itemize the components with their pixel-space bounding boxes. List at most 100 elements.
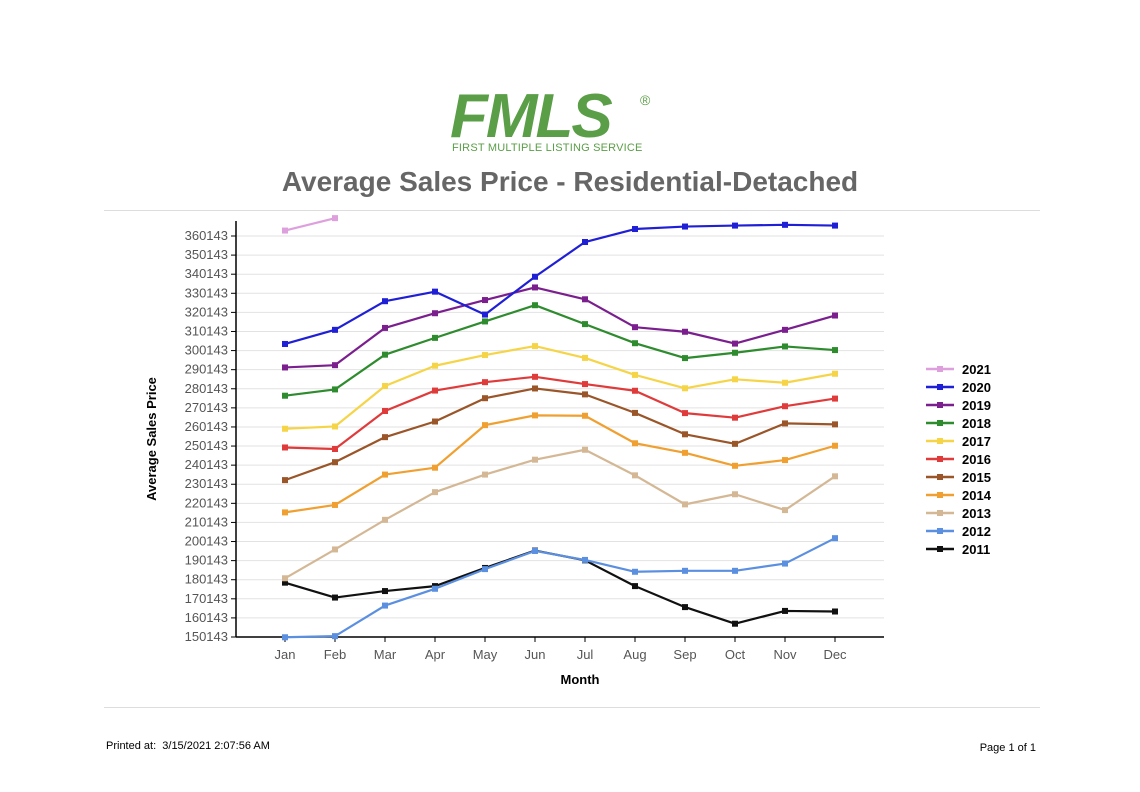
x-tick-label: Nov bbox=[773, 647, 797, 662]
data-point-2017 bbox=[582, 354, 588, 361]
data-point-2016 bbox=[532, 373, 538, 380]
data-point-2019 bbox=[682, 328, 688, 335]
data-point-2017 bbox=[682, 385, 688, 392]
y-tick-label: 150143 bbox=[185, 629, 228, 644]
data-point-2017 bbox=[782, 379, 788, 386]
data-point-2011 bbox=[382, 588, 388, 595]
legend-label-2020: 2020 bbox=[962, 380, 991, 395]
y-tick-label: 220143 bbox=[185, 495, 228, 510]
series-line-2016 bbox=[284, 375, 836, 451]
data-point-2015 bbox=[332, 459, 338, 466]
data-point-2017 bbox=[532, 343, 538, 350]
data-point-2013 bbox=[632, 472, 638, 479]
data-point-2018 bbox=[782, 343, 788, 350]
series-line-2018 bbox=[284, 304, 836, 397]
data-point-2018 bbox=[732, 349, 738, 356]
legend-label-2019: 2019 bbox=[962, 398, 991, 413]
x-tick-label: Jun bbox=[525, 647, 546, 662]
data-point-2019 bbox=[432, 310, 438, 317]
data-point-2020 bbox=[582, 239, 588, 246]
data-point-2012 bbox=[832, 535, 838, 542]
legend-label-2012: 2012 bbox=[962, 524, 991, 539]
data-point-2013 bbox=[482, 471, 488, 478]
x-tick-label: Feb bbox=[324, 647, 346, 662]
data-point-2015 bbox=[782, 420, 788, 427]
series-line-2011 bbox=[284, 549, 836, 625]
data-point-2020 bbox=[782, 221, 788, 228]
data-point-2019 bbox=[482, 297, 488, 304]
y-tick-label: 300143 bbox=[185, 343, 228, 358]
data-point-2020 bbox=[432, 288, 438, 295]
data-point-2015 bbox=[632, 409, 638, 416]
data-point-2016 bbox=[732, 414, 738, 421]
data-point-2012 bbox=[632, 568, 638, 575]
data-point-2017 bbox=[332, 423, 338, 430]
y-tick-label: 330143 bbox=[185, 285, 228, 300]
data-point-2014 bbox=[282, 509, 288, 516]
data-point-2019 bbox=[332, 362, 338, 369]
data-point-2013 bbox=[682, 501, 688, 508]
data-point-2013 bbox=[582, 446, 588, 453]
data-point-2011 bbox=[832, 608, 838, 615]
data-point-2020 bbox=[632, 226, 638, 233]
data-point-2019 bbox=[382, 324, 388, 331]
y-tick-label: 280143 bbox=[185, 381, 228, 396]
data-point-2014 bbox=[582, 412, 588, 419]
data-point-2014 bbox=[782, 457, 788, 464]
data-point-2021 bbox=[332, 215, 338, 222]
data-point-2019 bbox=[732, 340, 738, 347]
x-tick-label: Jan bbox=[275, 647, 296, 662]
legend-label-2016: 2016 bbox=[962, 452, 991, 467]
data-point-2013 bbox=[282, 575, 288, 582]
data-point-2013 bbox=[732, 491, 738, 498]
y-tick-label: 210143 bbox=[185, 514, 228, 529]
data-point-2012 bbox=[532, 547, 538, 554]
y-tick-label: 180143 bbox=[185, 572, 228, 587]
data-point-2015 bbox=[532, 385, 538, 392]
chart-frame: 150143 160143 170143 180143 190143 200143 2101… bbox=[104, 210, 1040, 708]
data-point-2017 bbox=[632, 371, 638, 378]
printed-at-label: Printed at: bbox=[106, 740, 157, 752]
x-tick-label: Apr bbox=[425, 647, 446, 662]
y-tick-label: 340143 bbox=[185, 266, 228, 281]
legend-marker-2013 bbox=[937, 510, 943, 516]
data-point-2016 bbox=[682, 410, 688, 417]
data-point-2011 bbox=[782, 607, 788, 614]
legend-label-2018: 2018 bbox=[962, 416, 991, 431]
data-point-2015 bbox=[382, 434, 388, 441]
data-point-2015 bbox=[732, 440, 738, 447]
data-point-2019 bbox=[832, 312, 838, 319]
data-point-2018 bbox=[482, 318, 488, 325]
y-tick-label: 240143 bbox=[185, 457, 228, 472]
data-point-2020 bbox=[282, 340, 288, 347]
legend-marker-2021 bbox=[937, 366, 943, 372]
legend-label-2017: 2017 bbox=[962, 434, 991, 449]
data-point-2021 bbox=[282, 227, 288, 234]
data-point-2012 bbox=[682, 567, 688, 574]
data-point-2018 bbox=[332, 386, 338, 393]
page-number: Page 1 of 1 bbox=[979, 742, 1036, 754]
data-point-2018 bbox=[832, 347, 838, 354]
y-tick-label: 250143 bbox=[185, 438, 228, 453]
data-point-2012 bbox=[332, 633, 338, 640]
data-point-2015 bbox=[682, 431, 688, 438]
data-point-2020 bbox=[332, 326, 338, 333]
series-line-2020 bbox=[284, 223, 836, 346]
legend-marker-2011 bbox=[937, 546, 943, 552]
printed-at-value: 3/15/2021 2:07:56 AM bbox=[162, 740, 270, 752]
legend-marker-2014 bbox=[937, 492, 943, 498]
legend-label-2021: 2021 bbox=[962, 362, 991, 377]
series-line-2014 bbox=[284, 414, 836, 514]
data-point-2020 bbox=[382, 298, 388, 305]
x-tick-label: Jul bbox=[577, 647, 594, 662]
y-tick-label: 170143 bbox=[185, 591, 228, 606]
data-point-2014 bbox=[682, 449, 688, 456]
logo-registered-mark: ® bbox=[640, 92, 651, 108]
series-line-2019 bbox=[284, 286, 836, 369]
data-point-2018 bbox=[582, 321, 588, 328]
y-tick-label: 290143 bbox=[185, 362, 228, 377]
x-axis-title: Month bbox=[561, 672, 600, 687]
legend-marker-2019 bbox=[937, 402, 943, 408]
data-point-2016 bbox=[782, 403, 788, 410]
data-point-2011 bbox=[332, 594, 338, 601]
